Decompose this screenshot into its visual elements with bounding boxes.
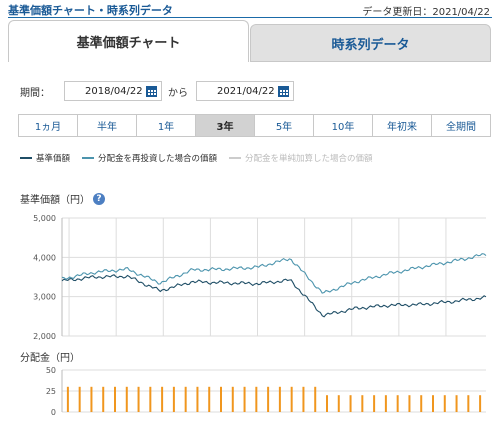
dividend-bar	[302, 386, 305, 412]
dividend-bar	[455, 395, 458, 412]
dividend-tick-label: 0	[51, 408, 56, 417]
legend-item-reinvest[interactable]: 分配金を再投資した場合の価額	[82, 152, 217, 164]
dividend-bar	[184, 386, 187, 412]
dividend-bar	[137, 386, 140, 412]
period-separator: から	[168, 87, 188, 99]
dividend-axis-title: 分配金（円）	[20, 353, 80, 364]
dividend-bar	[231, 386, 234, 412]
tab-time-series-data[interactable]: 時系列データ	[250, 24, 491, 62]
dividend-axis-title-row: 分配金（円）	[20, 349, 80, 364]
dividend-bar	[373, 395, 376, 412]
dividend-bar	[66, 386, 69, 412]
range-1-month-button[interactable]: 1ヵ月	[18, 114, 78, 137]
end-date-value: 2021/04/22	[217, 85, 275, 97]
dividend-bar	[314, 386, 317, 412]
legend-label-reinvest: 分配金を再投資した場合の価額	[98, 154, 218, 164]
series-line-reinvest	[61, 253, 487, 294]
dividend-bar	[90, 386, 93, 412]
dividend-bar	[443, 395, 446, 412]
legend-item-simple-add[interactable]: 分配金を単純加算した場合の価額	[229, 152, 373, 164]
dividend-bar	[326, 395, 328, 412]
dividend-bar	[208, 386, 211, 412]
dividend-bar	[349, 395, 352, 412]
dividend-bar	[255, 386, 258, 412]
end-date-field[interactable]: 2021/04/22	[196, 81, 294, 101]
dividend-bar	[114, 386, 116, 412]
dividend-bar	[243, 386, 246, 412]
legend-label-simple-add: 分配金を単純加算した場合の価額	[245, 154, 373, 164]
price-tick-label: 2,000	[33, 332, 56, 341]
dividend-bar	[161, 386, 164, 412]
dividend-bar	[125, 386, 128, 412]
calendar-icon[interactable]	[278, 85, 289, 97]
calendar-icon[interactable]	[146, 85, 157, 97]
range-buttons: 1ヵ月 半年 1年 3年 5年 10年 年初来 全期間	[18, 114, 491, 137]
legend-swatch-simple-add	[229, 157, 242, 159]
data-updated-date: データ更新日：2021/04/22	[362, 7, 490, 18]
dividend-bar	[149, 386, 152, 412]
legend-label-nav: 基準価額	[36, 154, 71, 164]
dividend-bar	[384, 395, 387, 412]
dividend-bar	[290, 386, 293, 412]
dividend-bar	[420, 395, 423, 412]
series-line-nav	[61, 274, 487, 318]
period-label: 期間：	[20, 87, 50, 99]
dividend-bar	[220, 386, 222, 412]
dividend-bar	[396, 395, 399, 412]
dividend-bar	[467, 395, 470, 412]
price-tick-label: 5,000	[33, 214, 56, 223]
dividend-bar	[102, 386, 105, 412]
price-tick-label: 3,000	[33, 293, 56, 302]
dividend-tick-label: 25	[46, 387, 56, 396]
legend-swatch-reinvest	[82, 157, 95, 159]
price-axis-title: 基準価額（円）	[20, 195, 90, 206]
help-icon[interactable]: ?	[93, 192, 105, 205]
price-axis-title-row: 基準価額（円） ?	[20, 191, 105, 206]
title-divider	[8, 17, 492, 18]
period-selector: 期間： 2018/04/22 から 2021/04/22	[20, 81, 294, 101]
dividend-bar	[337, 395, 340, 412]
dividend-bar	[78, 386, 81, 412]
legend-swatch-nav	[20, 157, 32, 159]
chart-legend: 基準価額 分配金を再投資した場合の価額 分配金を単純加算した場合の価額	[20, 151, 385, 165]
price-tick-label: 4,000	[33, 253, 56, 262]
dividend-bar	[278, 386, 281, 412]
dividend-bar	[196, 386, 199, 412]
section-title: 基準価額チャート・時系列データ	[8, 4, 173, 17]
dividend-bar	[432, 395, 434, 412]
dividend-bar	[479, 395, 482, 412]
start-date-value: 2018/04/22	[85, 85, 143, 97]
range-all-button[interactable]: 全期間	[431, 114, 491, 137]
legend-item-nav[interactable]: 基準価額	[20, 152, 70, 164]
dividend-bar	[361, 395, 364, 412]
tab-nav-chart[interactable]: 基準価額チャート	[8, 20, 249, 62]
dividend-bar	[172, 386, 175, 412]
dividend-tick-label: 50	[46, 366, 56, 375]
dividend-bar	[267, 386, 270, 412]
dividend-bar	[408, 395, 411, 412]
range-5-year-button[interactable]: 5年	[254, 114, 314, 137]
start-date-field[interactable]: 2018/04/22	[64, 81, 162, 101]
